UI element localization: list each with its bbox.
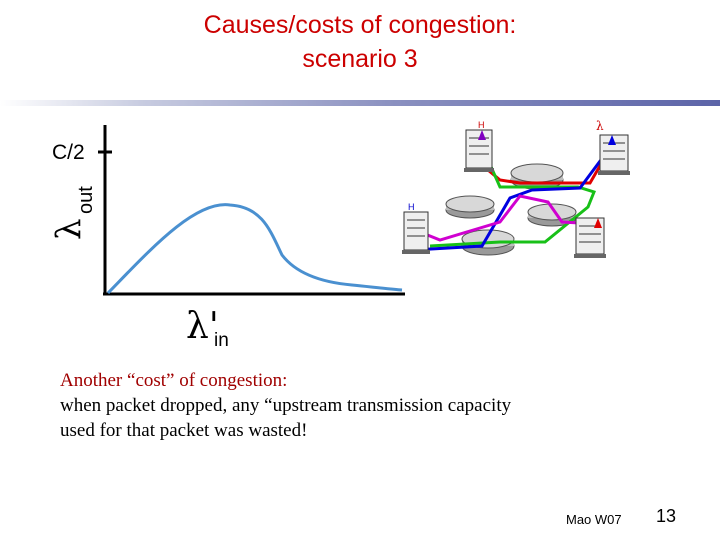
body-line-1: Another “cost” of congestion:	[60, 370, 288, 391]
host-bottom-left	[402, 211, 430, 254]
path-magenta	[419, 194, 599, 242]
host-top-left	[464, 129, 494, 172]
path-blue	[413, 144, 614, 252]
y-axis-subscript: out	[75, 186, 97, 214]
y-axis-symbol: λ	[49, 218, 89, 240]
arrow-up-icon	[608, 135, 616, 145]
body-line-3: used for that packet was wasted!	[60, 420, 308, 441]
body-text: Another “cost” of congestion: when packe…	[60, 368, 680, 443]
host-label-left: H	[408, 202, 415, 212]
throughput-graph: C/2 λ out λ' in	[49, 125, 405, 351]
x-axis-subscript: in	[214, 330, 229, 351]
page-number: 13	[656, 506, 677, 526]
y-tick-label: C/2	[52, 141, 85, 164]
network-diagram: H H λ	[402, 119, 630, 258]
path-green	[429, 159, 596, 248]
arrow-up-icon	[594, 218, 602, 228]
arrow-up-icon	[478, 130, 486, 140]
title-line-2: scenario 3	[302, 45, 418, 73]
slide-title: Causes/costs of congestion: scenario 3	[0, 8, 720, 76]
host-label-top: H	[478, 120, 485, 130]
host-bottom-right	[574, 217, 606, 258]
x-axis-label: λ' in	[186, 306, 229, 351]
y-axis-label: λ out	[49, 186, 97, 240]
title-line-1: Causes/costs of congestion:	[203, 11, 517, 39]
router-left	[445, 195, 495, 219]
router-top	[510, 163, 564, 190]
throughput-curve	[106, 203, 403, 295]
footer-author: Mao W07	[566, 512, 622, 527]
lambda-label: λ	[596, 119, 604, 133]
title-divider	[0, 100, 720, 106]
figure-area: C/2 λ out λ' in	[49, 119, 630, 351]
x-axis-symbol: λ'	[186, 306, 219, 347]
body-line-2: when packet dropped, any “upstream trans…	[60, 395, 512, 416]
